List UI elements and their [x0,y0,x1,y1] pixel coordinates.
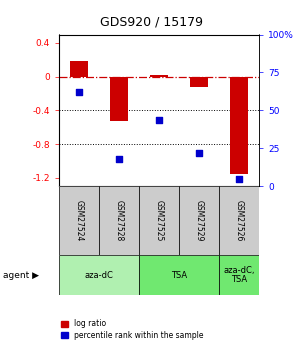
Text: TSA: TSA [171,270,187,280]
Bar [70,61,88,77]
Bar [139,255,219,295]
Point [77,89,82,95]
Text: GSM27528: GSM27528 [115,200,124,242]
Text: GSM27526: GSM27526 [235,200,244,242]
Point [157,117,161,122]
Bar [110,77,128,120]
Bar [179,186,219,255]
Text: aza-dC: aza-dC [85,270,114,280]
Text: GSM27525: GSM27525 [155,200,164,242]
Text: aza-dC,
TSA: aza-dC, TSA [223,266,255,285]
Text: GDS920 / 15179: GDS920 / 15179 [100,16,203,29]
Point [237,176,241,181]
Bar [219,255,259,295]
Text: GSM27529: GSM27529 [195,200,204,242]
Legend: log ratio, percentile rank within the sample: log ratio, percentile rank within the sa… [60,318,205,341]
Bar [99,186,139,255]
Bar [59,186,99,255]
Point [197,150,201,156]
Point [117,156,122,162]
Text: GSM27524: GSM27524 [75,200,84,242]
Bar [59,255,139,295]
Bar [139,186,179,255]
Text: agent ▶: agent ▶ [3,270,39,280]
Bar [219,186,259,255]
Bar [230,77,248,174]
Bar [190,77,208,87]
Bar [150,75,168,77]
